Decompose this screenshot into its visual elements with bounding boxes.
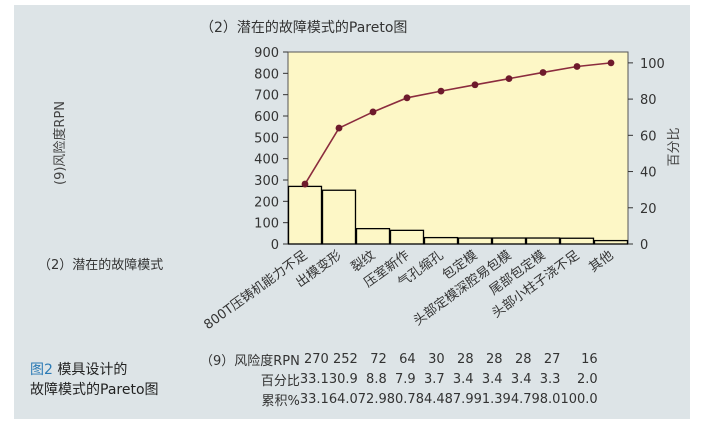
bar bbox=[525, 237, 561, 245]
table-cell: 27 bbox=[543, 351, 561, 367]
figure-number: 图2 bbox=[30, 362, 53, 378]
table-cell: 28 bbox=[514, 351, 532, 367]
table-cell: 72.9 bbox=[357, 391, 387, 407]
table-cell: 33.1 bbox=[299, 391, 329, 407]
y-left-tick-label: 400 bbox=[254, 153, 279, 168]
x-tick-label: 其他 bbox=[586, 248, 616, 275]
y-right-tick-label: 40 bbox=[640, 166, 657, 181]
table-cell: 64 bbox=[399, 351, 416, 367]
bar bbox=[491, 237, 527, 245]
table-cell: 87.9 bbox=[444, 391, 474, 407]
bar bbox=[423, 236, 459, 245]
table-cell: 8.8 bbox=[366, 371, 387, 387]
y-left-tick-label: 700 bbox=[254, 89, 279, 104]
table-cell: 64.0 bbox=[328, 391, 358, 407]
y-right-axis-title: 百分比 bbox=[667, 127, 682, 166]
x-tick-label: 800T压铸机能力不足 bbox=[201, 247, 311, 333]
table-cell: 94.7 bbox=[502, 391, 532, 407]
caption-line-1: 模具设计的 bbox=[57, 362, 128, 378]
table-row-cumulative: 累积% 33.1 64.0 72.9 80.7 84.4 87.9 91.3 9… bbox=[200, 389, 598, 409]
table-row-rpn: （9）风险度RPN 270 252 72 64 30 28 28 28 27 1… bbox=[200, 349, 598, 369]
data-table: （9）风险度RPN 270 252 72 64 30 28 28 28 27 1… bbox=[200, 349, 598, 409]
y-left-tick-label: 200 bbox=[254, 195, 279, 210]
table-cell: 28 bbox=[486, 351, 503, 367]
table-cell: 2.0 bbox=[576, 371, 598, 387]
table-cell: 30 bbox=[428, 351, 445, 367]
cumulative-point bbox=[607, 59, 615, 67]
table-cell: 91.3 bbox=[473, 391, 503, 407]
y-right-tick-label: 0 bbox=[640, 238, 648, 253]
y-right-tick-label: 60 bbox=[640, 129, 657, 144]
y-left-tick-label: 300 bbox=[254, 174, 279, 189]
table-cell: 100.0 bbox=[560, 391, 598, 407]
figure-caption: 图2 模具设计的 故障模式的Pareto图 bbox=[30, 360, 159, 400]
y-right-tick-label: 20 bbox=[640, 202, 657, 217]
table-cell: 3.7 bbox=[423, 371, 445, 387]
y-left-tick-label: 800 bbox=[254, 67, 279, 82]
table-cell: 3.4 bbox=[452, 371, 474, 387]
bar bbox=[457, 237, 493, 245]
table-cell: 7.9 bbox=[395, 371, 416, 387]
y-left-axis-title: (9)风险度RPN bbox=[52, 101, 68, 185]
table-cell: 270 bbox=[304, 351, 329, 367]
cumulative-point bbox=[437, 87, 445, 95]
y-right-tick-label: 100 bbox=[640, 57, 665, 72]
y-left-tick-label: 900 bbox=[254, 46, 279, 61]
table-row-label: 百分比 bbox=[260, 373, 300, 389]
table-cell: 3.4 bbox=[510, 371, 532, 387]
cumulative-point bbox=[335, 124, 343, 132]
y-right-tick-label: 80 bbox=[640, 93, 657, 108]
bar bbox=[559, 237, 595, 245]
pareto-chart: 0 100 200 300 400 500 600 700 800 900 0 20 40 60 80 100… bbox=[52, 46, 682, 333]
cumulative-point bbox=[301, 180, 309, 188]
table-row-label: 累积% bbox=[261, 393, 300, 409]
y-left-tick-label: 100 bbox=[254, 217, 279, 232]
bar bbox=[593, 239, 629, 245]
table-cell: 84.4 bbox=[415, 391, 445, 407]
caption-line-2: 故障模式的Pareto图 bbox=[30, 382, 159, 398]
cumulative-line bbox=[304, 62, 612, 185]
table-cell: 30.9 bbox=[328, 371, 358, 387]
table-cell: 16 bbox=[581, 351, 598, 367]
y-left-tick-label: 0 bbox=[271, 238, 279, 253]
table-cell: 252 bbox=[332, 351, 358, 367]
table-cell: 33.1 bbox=[299, 371, 329, 387]
table-cell: 28 bbox=[457, 351, 474, 367]
table-cell: 80.7 bbox=[386, 391, 416, 407]
bar bbox=[355, 227, 391, 245]
bar bbox=[321, 189, 357, 245]
table-cell: 72 bbox=[370, 351, 387, 367]
cumulative-point bbox=[505, 75, 513, 83]
table-cell: 3.3 bbox=[539, 371, 561, 387]
table-cell: 98.0 bbox=[531, 391, 561, 407]
y-left-tick-label: 600 bbox=[254, 110, 279, 125]
cumulative-point bbox=[403, 94, 411, 102]
x-axis-title: （2）潜在的故障模式 bbox=[38, 258, 164, 273]
cumulative-point bbox=[539, 69, 547, 76]
table-cell: 3.4 bbox=[481, 371, 503, 387]
bar bbox=[287, 185, 323, 245]
cumulative-point bbox=[369, 108, 377, 116]
cumulative-point bbox=[471, 81, 479, 89]
chart-title: （2）潜在的故障模式的Pareto图 bbox=[200, 20, 408, 36]
table-row-percent: 百分比 33.1 30.9 8.8 7.9 3.7 3.4 3.4 3.4 3.… bbox=[200, 369, 598, 389]
bar bbox=[389, 229, 425, 245]
cumulative-point bbox=[573, 63, 581, 70]
table-row-label: （9）风险度RPN bbox=[200, 353, 300, 369]
y-left-tick-label: 500 bbox=[254, 131, 279, 146]
